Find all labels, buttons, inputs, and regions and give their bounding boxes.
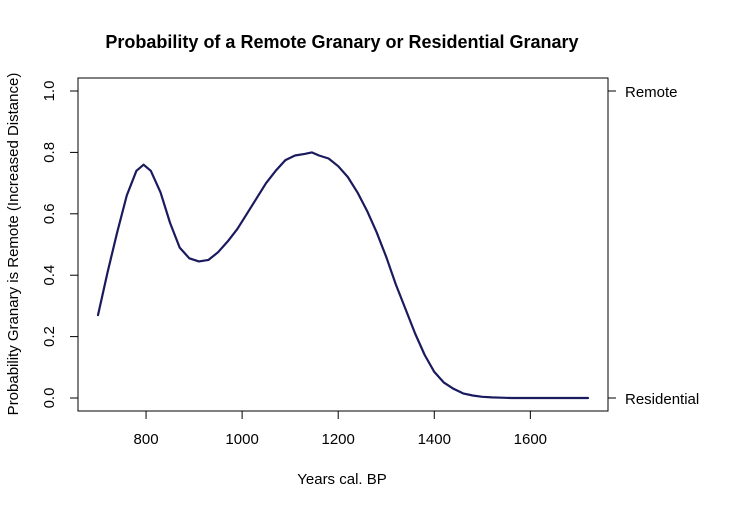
right-tick-label: Remote xyxy=(625,84,678,101)
x-tick-label: 1400 xyxy=(418,431,451,448)
x-axis-label: Years cal. BP xyxy=(297,471,387,488)
right-axis: Remote Residential xyxy=(607,84,699,408)
y-tick-label: 0.6 xyxy=(41,203,58,224)
x-tick-label: 1600 xyxy=(514,431,547,448)
series-line xyxy=(96,151,590,400)
right-tick-label: Residential xyxy=(625,391,699,408)
y-axis-label: Probability Granary is Remote (Increased… xyxy=(5,73,22,416)
y-tick-label: 0.2 xyxy=(41,326,58,347)
chart-title: Probability of a Remote Granary or Resid… xyxy=(105,32,578,52)
y-tick-label: 0.4 xyxy=(41,265,58,286)
x-tick-label: 800 xyxy=(134,431,159,448)
y-axis: 0.0 0.2 0.4 0.6 0.8 1.0 xyxy=(41,81,79,409)
plot-frame xyxy=(77,77,609,412)
y-tick-label: 0.0 xyxy=(41,388,58,409)
y-tick-label: 1.0 xyxy=(41,81,58,102)
y-tick-label: 0.8 xyxy=(41,142,58,163)
x-tick-label: 1000 xyxy=(225,431,258,448)
x-axis: 800 1000 1200 1400 1600 xyxy=(134,410,547,448)
x-tick-label: 1200 xyxy=(322,431,355,448)
series-layer xyxy=(96,151,590,400)
